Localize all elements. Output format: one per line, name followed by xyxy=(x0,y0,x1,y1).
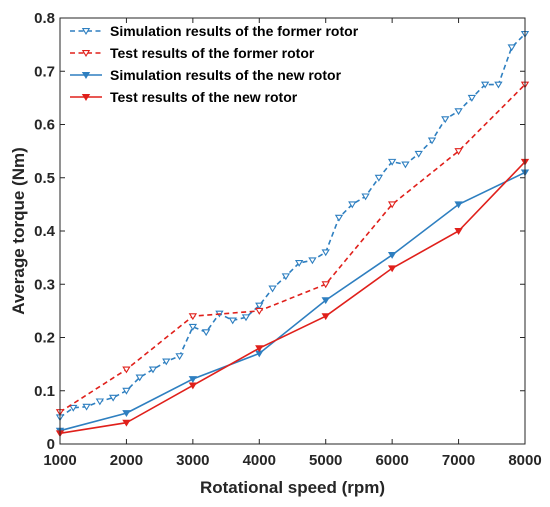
series-1-point xyxy=(401,161,410,169)
series-2-point xyxy=(122,366,131,374)
series-1-point xyxy=(387,158,397,166)
series-1-point xyxy=(467,94,477,102)
legend-marker-3 xyxy=(81,72,91,79)
x-tick-label: 2000 xyxy=(110,452,143,469)
series-layer xyxy=(55,31,530,438)
series-1-point xyxy=(108,394,118,402)
series-2-point xyxy=(255,307,264,315)
series-3-point xyxy=(122,410,131,418)
series-1-point xyxy=(241,314,251,322)
y-tick-label: 0.2 xyxy=(34,330,55,347)
series-1-point xyxy=(441,116,450,124)
ticks-layer: 1000 2000 3000 4000 5000 6000 7000 8000 0 0.1 0.2 0… xyxy=(34,10,542,469)
series-1-point xyxy=(308,257,317,265)
x-tick-label: 4000 xyxy=(243,452,276,469)
series-2-line xyxy=(59,83,526,413)
y-tick-label: 0.7 xyxy=(34,63,55,80)
series-4-point xyxy=(321,313,330,321)
series-4-point xyxy=(454,228,463,235)
y-tick-label: 0.8 xyxy=(34,10,55,27)
series-3-line xyxy=(59,171,526,432)
y-axis-title: Average torque (Nm) xyxy=(9,147,28,315)
series-1-point xyxy=(321,249,330,257)
y-tick-label: 0 xyxy=(47,436,55,453)
series-1-point xyxy=(348,201,357,209)
series-1-point xyxy=(95,398,105,406)
series-3-point xyxy=(387,252,397,259)
series-1-point xyxy=(82,403,91,411)
series-1-point xyxy=(454,108,463,116)
legend: Simulation results of the former rotor Te… xyxy=(70,23,359,105)
series-4-line xyxy=(59,161,526,435)
series-1-point xyxy=(175,353,184,361)
series-2-point xyxy=(454,148,463,156)
x-tick-label: 8000 xyxy=(508,452,541,469)
x-axis-title: Rotational speed (rpm) xyxy=(200,478,385,497)
series-1-point xyxy=(122,387,131,395)
series-1-point xyxy=(334,214,344,222)
series-3-point xyxy=(321,297,330,305)
series-1-point xyxy=(255,302,264,310)
series-1-point xyxy=(480,81,490,89)
series-3-point xyxy=(454,201,463,209)
series-1-line xyxy=(59,33,526,419)
series-1-point xyxy=(268,285,277,293)
series-1-point xyxy=(162,358,171,366)
x-tick-label: 5000 xyxy=(309,452,342,469)
series-1-point xyxy=(507,44,516,52)
series-1 xyxy=(55,31,530,422)
x-tick-label: 3000 xyxy=(176,452,209,469)
series-1-point xyxy=(135,374,144,382)
series-1-point xyxy=(228,317,237,325)
legend-label-2: Test results of the former rotor xyxy=(110,45,315,61)
series-2-point xyxy=(321,281,330,289)
legend-label-3: Simulation results of the new rotor xyxy=(110,67,342,83)
series-1-point xyxy=(494,81,503,89)
series-4 xyxy=(55,158,530,438)
legend-marker-2 xyxy=(81,50,91,57)
series-1-point xyxy=(294,259,304,267)
y-tick-label: 0.1 xyxy=(34,383,55,400)
series-4-point xyxy=(188,382,198,390)
series-1-point xyxy=(188,323,198,331)
y-tick-label: 0.4 xyxy=(34,223,56,240)
legend-marker-4 xyxy=(81,94,91,101)
series-4-point xyxy=(255,345,264,353)
legend-label-4: Test results of the new rotor xyxy=(110,89,298,105)
series-1-point xyxy=(427,137,437,145)
series-3-point xyxy=(188,376,198,383)
series-1-point xyxy=(374,174,384,182)
series-1-point xyxy=(201,329,211,337)
series-1-point xyxy=(361,193,370,201)
legend-marker-1 xyxy=(81,28,91,35)
y-tick-label: 0.3 xyxy=(34,276,55,293)
x-tick-label: 6000 xyxy=(375,452,408,469)
series-2 xyxy=(55,81,530,416)
series-1-point xyxy=(281,273,291,281)
series-1-point xyxy=(414,150,423,158)
series-1-point xyxy=(69,404,78,412)
series-4-point xyxy=(122,419,131,427)
y-tick-label: 0.6 xyxy=(34,117,55,134)
legend-label-1: Simulation results of the former rotor xyxy=(110,23,359,39)
series-4-point xyxy=(387,265,397,273)
x-tick-label: 7000 xyxy=(442,452,475,469)
series-2-point xyxy=(188,313,198,321)
x-tick-label: 1000 xyxy=(43,452,76,469)
series-1-point xyxy=(148,366,158,374)
y-tick-label: 0.5 xyxy=(34,170,55,187)
series-2-point xyxy=(387,201,397,209)
